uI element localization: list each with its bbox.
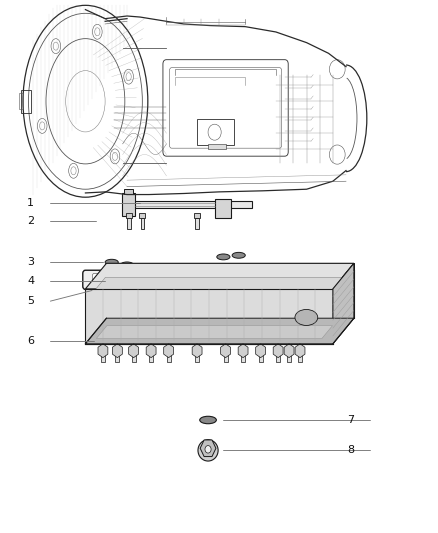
Bar: [101, 351, 105, 362]
Text: 4: 4: [27, 277, 34, 286]
Ellipse shape: [217, 254, 230, 260]
Bar: [197, 119, 234, 145]
Ellipse shape: [232, 253, 245, 259]
Bar: [21, 90, 31, 113]
Text: 3: 3: [27, 257, 34, 267]
Ellipse shape: [200, 416, 216, 424]
Bar: [224, 351, 228, 362]
FancyBboxPatch shape: [92, 273, 326, 286]
Ellipse shape: [198, 440, 218, 461]
Text: 1: 1: [27, 198, 34, 207]
Text: 5: 5: [27, 296, 34, 306]
Ellipse shape: [120, 262, 134, 268]
Bar: [129, 201, 252, 208]
Bar: [149, 351, 153, 362]
Text: 6: 6: [27, 336, 34, 346]
Text: 7: 7: [347, 415, 354, 425]
Polygon shape: [333, 263, 354, 295]
Polygon shape: [333, 263, 354, 344]
Polygon shape: [85, 263, 354, 289]
Text: 2: 2: [27, 216, 34, 226]
Bar: [122, 193, 135, 216]
Polygon shape: [91, 277, 343, 295]
Bar: [139, 213, 145, 218]
Polygon shape: [85, 289, 333, 344]
Bar: [141, 218, 144, 229]
Bar: [287, 351, 291, 362]
Ellipse shape: [105, 259, 118, 265]
Bar: [127, 218, 131, 229]
Polygon shape: [85, 318, 354, 344]
Bar: [194, 213, 200, 218]
Polygon shape: [96, 326, 332, 338]
Bar: [195, 351, 199, 362]
Bar: [116, 351, 119, 362]
Bar: [215, 199, 231, 218]
Ellipse shape: [295, 310, 318, 326]
Text: 8: 8: [347, 446, 354, 455]
Bar: [298, 351, 302, 362]
Bar: [195, 218, 199, 229]
Bar: [19, 93, 23, 109]
Bar: [126, 213, 132, 218]
Bar: [241, 351, 245, 362]
Bar: [166, 351, 170, 362]
Bar: [124, 189, 133, 194]
Bar: [208, 144, 226, 149]
Bar: [276, 351, 280, 362]
FancyBboxPatch shape: [83, 270, 336, 289]
Bar: [131, 351, 136, 362]
Circle shape: [205, 446, 211, 453]
Polygon shape: [106, 263, 354, 270]
Bar: [258, 351, 263, 362]
